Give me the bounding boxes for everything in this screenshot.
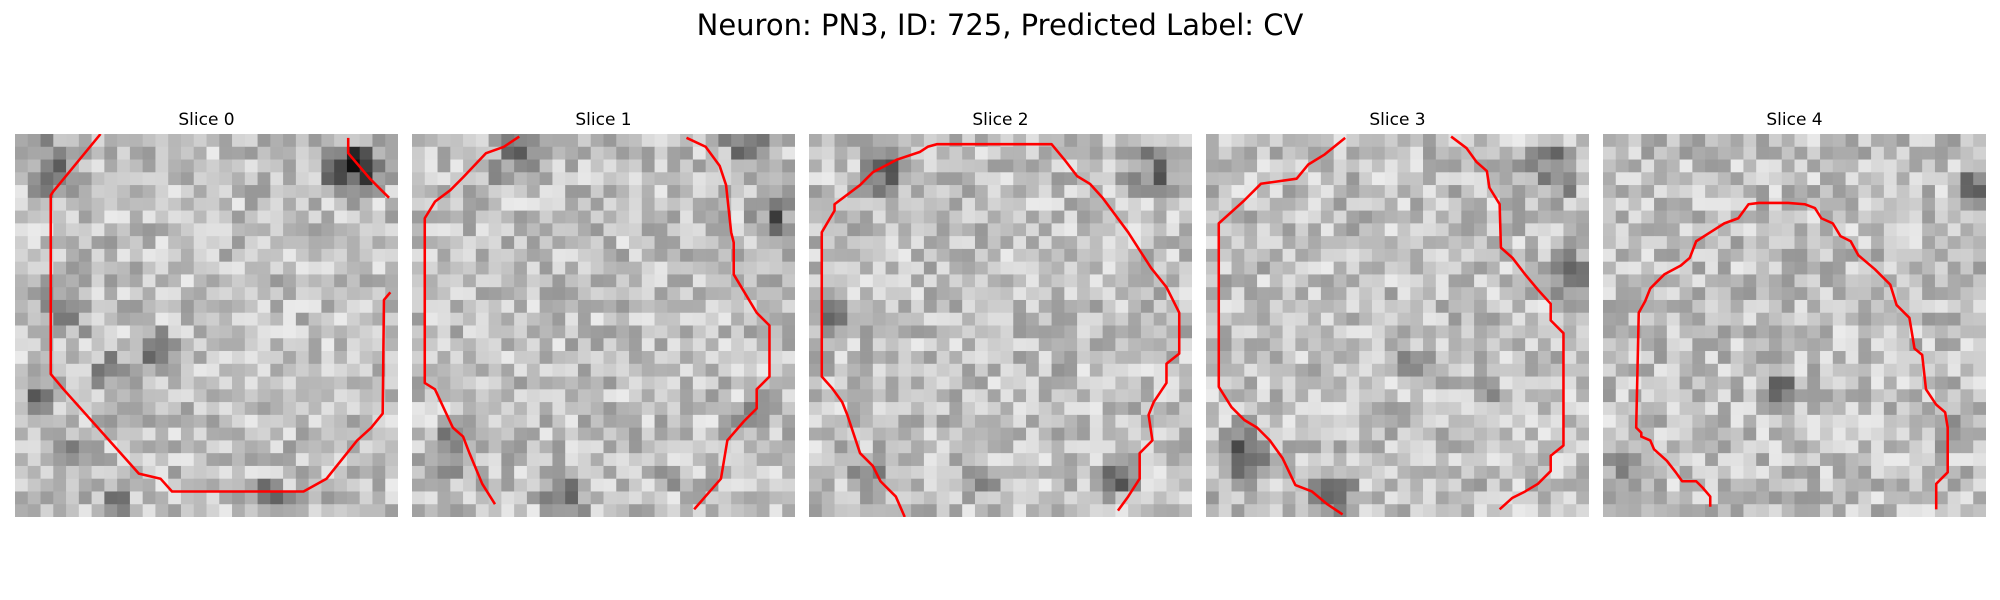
contour-line <box>820 142 1181 517</box>
pixel-grid <box>1206 134 1589 517</box>
contour-line-secondary <box>346 137 390 199</box>
slice-4-title: Slice 4 <box>1766 110 1823 130</box>
pixel-grid <box>1603 134 1986 517</box>
figure-title: Neuron: PN3, ID: 725, Predicted Label: C… <box>696 8 1304 42</box>
contour-line <box>423 135 520 505</box>
pixel-grid <box>809 134 1192 517</box>
slice-3-title: Slice 3 <box>1369 110 1426 130</box>
pixel-grid <box>15 134 398 517</box>
slice-1-title: Slice 1 <box>575 110 632 130</box>
contour-line-secondary <box>1450 135 1565 511</box>
contour-line <box>1634 201 1949 510</box>
slice-1-image <box>412 134 795 517</box>
slice-0-image <box>15 134 398 517</box>
contour-line <box>49 134 392 493</box>
pixel-grid <box>412 134 795 517</box>
slice-2-image <box>809 134 1192 517</box>
slice-2-title: Slice 2 <box>972 110 1029 130</box>
contour-line-secondary <box>685 136 771 511</box>
slice-4-image <box>1603 134 1986 517</box>
slice-0-title: Slice 0 <box>178 110 235 130</box>
slice-3-image <box>1206 134 1589 517</box>
contour-line <box>1217 136 1346 516</box>
